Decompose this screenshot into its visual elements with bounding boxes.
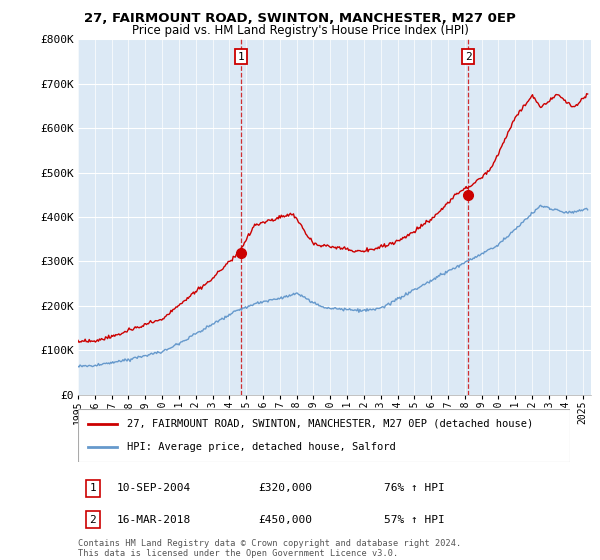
Text: Price paid vs. HM Land Registry's House Price Index (HPI): Price paid vs. HM Land Registry's House … [131,24,469,37]
Text: 2: 2 [89,515,97,525]
Text: 76% ↑ HPI: 76% ↑ HPI [384,483,445,493]
Text: 1: 1 [89,483,97,493]
FancyBboxPatch shape [78,409,570,462]
Text: £450,000: £450,000 [258,515,312,525]
Text: HPI: Average price, detached house, Salford: HPI: Average price, detached house, Salf… [127,442,396,452]
Text: 27, FAIRMOUNT ROAD, SWINTON, MANCHESTER, M27 0EP (detached house): 27, FAIRMOUNT ROAD, SWINTON, MANCHESTER,… [127,419,533,429]
Text: 1: 1 [238,52,245,62]
Text: 10-SEP-2004: 10-SEP-2004 [117,483,191,493]
Text: 2: 2 [465,52,472,62]
Text: Contains HM Land Registry data © Crown copyright and database right 2024.
This d: Contains HM Land Registry data © Crown c… [78,539,461,558]
Text: 16-MAR-2018: 16-MAR-2018 [117,515,191,525]
Text: 57% ↑ HPI: 57% ↑ HPI [384,515,445,525]
Text: 27, FAIRMOUNT ROAD, SWINTON, MANCHESTER, M27 0EP: 27, FAIRMOUNT ROAD, SWINTON, MANCHESTER,… [84,12,516,25]
Text: £320,000: £320,000 [258,483,312,493]
